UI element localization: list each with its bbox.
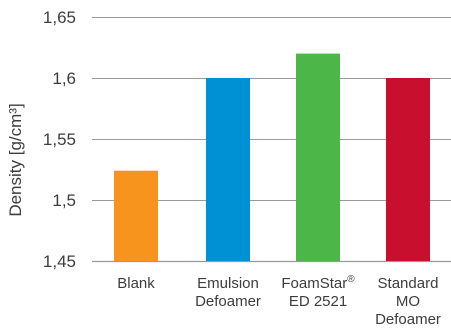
x-tick-label: Standard MO Defoamer (375, 275, 441, 328)
y-tick-label: 1,45 (43, 252, 76, 271)
y-tick-label: 1,6 (52, 69, 76, 88)
bar (386, 78, 430, 261)
bar (296, 53, 340, 261)
y-tick-label: 1,55 (43, 130, 76, 149)
x-category-labels: Blank Emulsion Defoamer FoamStar® ED 2521 Sta… (117, 274, 441, 328)
x-tick-label: FoamStar® ED 2521 (281, 274, 355, 310)
x-tick-label: Blank (117, 275, 155, 292)
y-tick-label: 1,65 (43, 8, 76, 27)
bar (206, 78, 250, 261)
bar (114, 170, 158, 261)
y-axis-label: Density [g/cm³] (6, 103, 25, 216)
x-tick-label: Emulsion Defoamer (195, 275, 261, 310)
bars (114, 53, 430, 261)
y-tick-label: 1,5 (52, 191, 76, 210)
y-tick-labels: 1,45 1,5 1,55 1,6 1,65 (43, 8, 76, 271)
